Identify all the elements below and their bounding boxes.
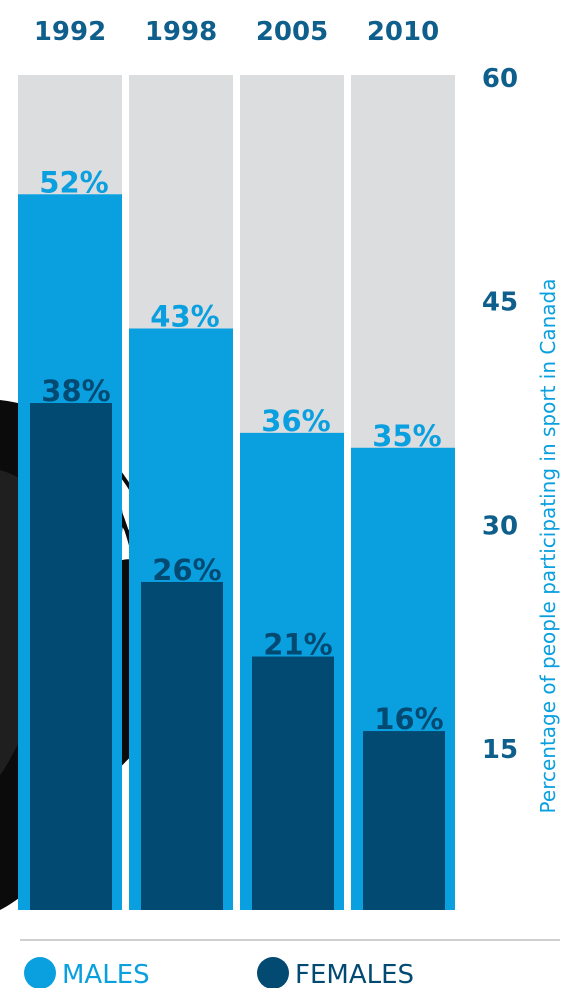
y-axis-label: Percentage of people participating in sp… bbox=[536, 279, 560, 814]
legend-swatch-males bbox=[24, 957, 56, 988]
data-labels: 52% 38% 43% 26% 36% 21% 35% 16% bbox=[39, 165, 443, 736]
legend-swatch-females bbox=[257, 957, 289, 988]
data-label-males-2010: 35% bbox=[372, 419, 441, 453]
legend-label-females: FEMALES bbox=[295, 960, 414, 988]
y-tick-45: 45 bbox=[482, 288, 518, 318]
legend-label-males: MALES bbox=[62, 960, 150, 988]
y-tick-30: 30 bbox=[482, 511, 518, 541]
y-tick-60: 60 bbox=[482, 64, 518, 94]
bar-females-1998 bbox=[141, 581, 223, 910]
data-label-females-2010: 16% bbox=[374, 702, 443, 736]
y-tick-15: 15 bbox=[482, 735, 518, 765]
data-label-males-1992: 52% bbox=[39, 165, 108, 199]
year-labels: 1992 1998 2005 2010 bbox=[34, 17, 439, 47]
y-axis-ticks: 60 45 30 15 bbox=[482, 64, 518, 765]
bars bbox=[18, 194, 455, 911]
year-label-2010: 2010 bbox=[367, 17, 439, 47]
year-label-1998: 1998 bbox=[145, 17, 217, 47]
year-label-2005: 2005 bbox=[256, 17, 328, 47]
data-label-females-1992: 38% bbox=[41, 374, 110, 408]
year-label-1992: 1992 bbox=[34, 17, 106, 47]
bar-females-2005 bbox=[252, 656, 334, 910]
data-label-males-2005: 36% bbox=[261, 404, 330, 438]
data-label-males-1998: 43% bbox=[150, 299, 219, 333]
bar-females-2010 bbox=[363, 731, 445, 910]
bar-females-1992 bbox=[30, 403, 112, 910]
data-label-females-1998: 26% bbox=[152, 553, 221, 587]
legend: MALES FEMALES bbox=[24, 957, 414, 988]
data-label-females-2005: 21% bbox=[263, 628, 332, 662]
